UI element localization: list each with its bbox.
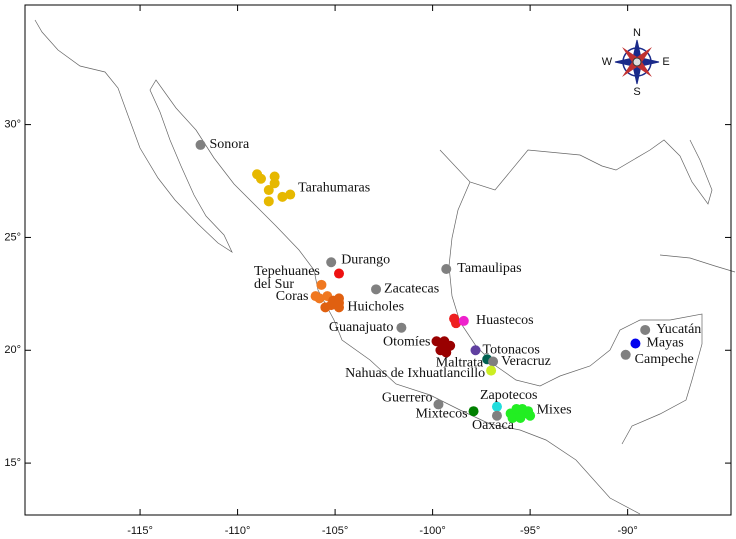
site-point (441, 264, 452, 275)
compass-center (632, 57, 642, 67)
site-label: Yucatán (656, 322, 701, 337)
site-label: Guerrero (382, 391, 433, 406)
site-label: Huastecos (476, 313, 534, 328)
site-label: Mayas (646, 336, 683, 351)
site-point (326, 300, 337, 311)
site-point (640, 324, 651, 335)
y-tick-label: 25° (4, 231, 21, 243)
site-point (396, 322, 407, 333)
site-label: Zapotecos (480, 388, 538, 403)
site-point (371, 284, 382, 295)
site-point (333, 268, 344, 279)
site-point (488, 356, 499, 367)
site-point (263, 196, 274, 207)
x-tick-label: -100° (419, 525, 445, 537)
site-point (630, 338, 641, 349)
site-point (255, 173, 266, 184)
site-point (316, 279, 327, 290)
site-label: Tarahumaras (298, 180, 370, 195)
y-tick-label: 20° (4, 344, 21, 356)
site-point (431, 336, 442, 347)
x-tick-label: -105° (322, 525, 348, 537)
site-label: Veracruz (501, 354, 551, 369)
site-label: Guanajuato (329, 320, 394, 335)
site-point (269, 178, 280, 189)
site-point (263, 185, 274, 196)
compass-e: E (662, 56, 669, 68)
compass-n: N (633, 27, 641, 39)
site-label: Oaxaca (472, 418, 515, 433)
x-tick-label: -115° (127, 525, 153, 537)
site-label: Tamaulipas (457, 261, 521, 276)
site-point (491, 410, 502, 421)
y-tick-label: 30° (4, 119, 21, 131)
site-label: Zacatecas (384, 282, 439, 297)
site-point (451, 318, 462, 329)
site-label: Mixtecos (415, 406, 467, 421)
site-point (517, 403, 528, 414)
site-label: Tepehuanes del Sur (253, 263, 320, 292)
site-point (515, 412, 526, 423)
site-point (468, 406, 479, 417)
coastline (34, 19, 736, 515)
site-point (314, 293, 325, 304)
site-label: Sonora (210, 137, 250, 152)
site-point (458, 315, 469, 326)
site-point (470, 345, 481, 356)
map-frame (24, 4, 732, 516)
site-label: Durango (341, 252, 390, 267)
site-label: Otomíes (383, 334, 430, 349)
site-point (443, 340, 454, 351)
y-tick-label: 15° (4, 457, 21, 469)
site-label: Coras (276, 289, 309, 304)
site-point (491, 401, 502, 412)
site-point (277, 191, 288, 202)
compass: N S E W (602, 27, 670, 98)
x-tick-label: -110° (225, 525, 251, 537)
site-label: Campeche (635, 352, 694, 367)
site-point (195, 139, 206, 150)
site-point (285, 189, 296, 200)
x-tick-label: -95° (520, 525, 540, 537)
x-tick-label: -90° (617, 525, 637, 537)
site-label: Mixes (537, 403, 572, 418)
site-point (326, 257, 337, 268)
compass-s: S (633, 86, 640, 98)
site-label: Nahuas de Ixhuatlancillo (345, 366, 485, 381)
site-point (333, 297, 344, 308)
site-label: Huicholes (347, 300, 404, 315)
site-label: Totonacos (483, 342, 540, 357)
compass-w: W (602, 56, 613, 68)
site-point (620, 349, 631, 360)
site-point (486, 365, 497, 376)
site-point (507, 412, 518, 423)
site-label: Maltrata (436, 356, 484, 371)
site-point (433, 399, 444, 410)
